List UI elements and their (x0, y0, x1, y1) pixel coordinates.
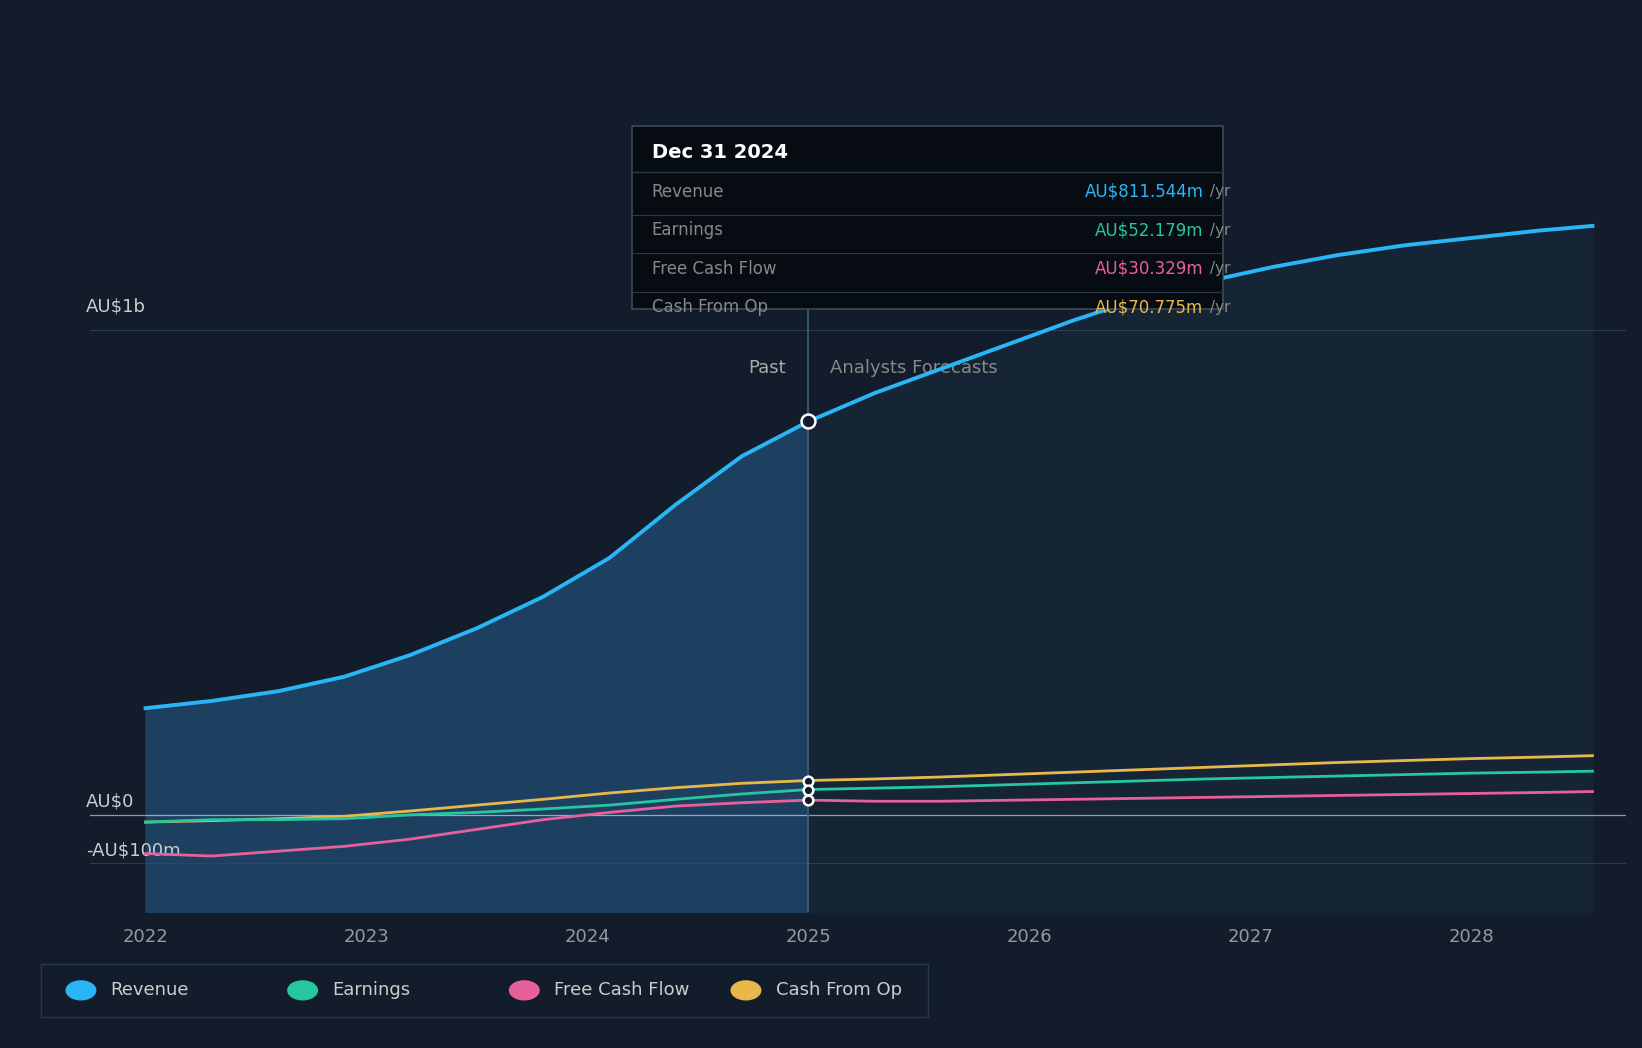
Text: Earnings: Earnings (652, 221, 724, 239)
Text: Revenue: Revenue (110, 981, 189, 1000)
Text: Past: Past (749, 359, 787, 377)
Text: /yr: /yr (1205, 261, 1230, 277)
Text: -AU$100m: -AU$100m (85, 842, 181, 859)
Text: AU$52.179m: AU$52.179m (1095, 221, 1204, 239)
Text: AU$811.544m: AU$811.544m (1085, 182, 1204, 200)
Text: /yr: /yr (1205, 300, 1230, 314)
Text: Revenue: Revenue (652, 182, 724, 200)
Text: Dec 31 2024: Dec 31 2024 (652, 143, 788, 161)
Text: AU$30.329m: AU$30.329m (1095, 260, 1204, 278)
Text: Free Cash Flow: Free Cash Flow (553, 981, 690, 1000)
Text: AU$0: AU$0 (85, 793, 135, 811)
Text: Cash From Op: Cash From Op (775, 981, 901, 1000)
Text: Free Cash Flow: Free Cash Flow (652, 260, 777, 278)
Text: AU$1b: AU$1b (85, 298, 146, 315)
Text: Analysts Forecasts: Analysts Forecasts (831, 359, 998, 377)
Text: Cash From Op: Cash From Op (652, 299, 768, 316)
Text: /yr: /yr (1205, 222, 1230, 238)
Text: /yr: /yr (1205, 184, 1230, 199)
Text: AU$70.775m: AU$70.775m (1095, 299, 1204, 316)
Text: Earnings: Earnings (332, 981, 410, 1000)
